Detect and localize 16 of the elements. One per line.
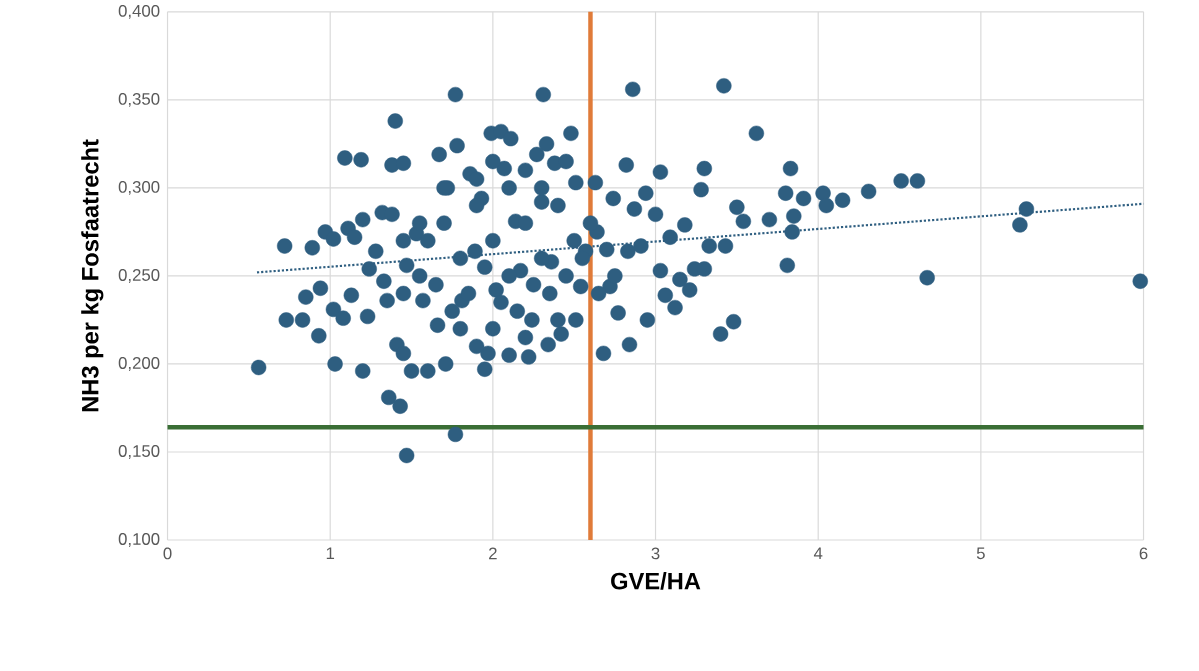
y-axis-title: NH3 per kg Fosfaatrecht [81, 139, 104, 412]
y-tick-label: 0,250 [118, 269, 160, 283]
y-tick-label: 0,350 [118, 93, 160, 107]
y-tick-label: 0,300 [118, 181, 160, 195]
x-tick-label: 3 [651, 547, 660, 560]
y-tick-label: 0,150 [118, 445, 160, 460]
y-tick-label: 0,400 [118, 5, 160, 19]
x-tick-label: 2 [489, 547, 497, 560]
x-tick-label: 1 [326, 547, 335, 560]
x-tick-label: 5 [976, 547, 985, 560]
y-tick-label: 0,100 [118, 533, 160, 548]
x-axis-title: GVE/HA [611, 572, 701, 590]
x-tick-label: 4 [813, 547, 823, 560]
x-tick-label: 0 [163, 547, 172, 560]
x-tick-label: 6 [1139, 547, 1148, 560]
y-tick-label: 0,200 [118, 357, 160, 371]
